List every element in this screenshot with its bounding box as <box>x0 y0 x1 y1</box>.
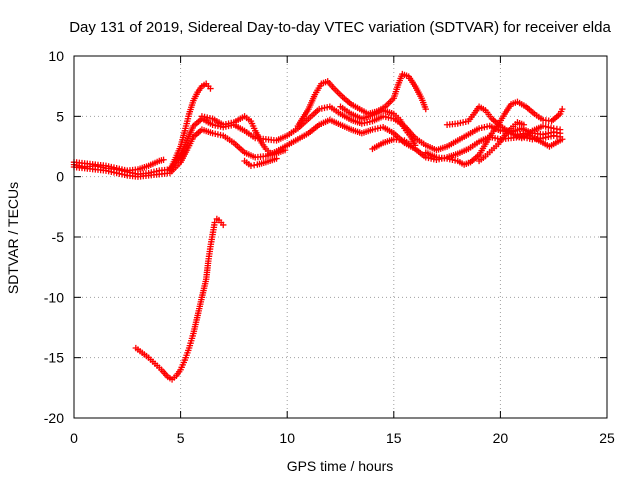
series-arc-low-8h <box>241 155 280 170</box>
series-arc-drop <box>132 215 227 383</box>
series-arc-17h <box>422 98 566 168</box>
data-point <box>559 136 566 143</box>
data-point <box>207 85 214 92</box>
plot-frame <box>73 55 608 419</box>
data-point <box>407 142 415 149</box>
data-point <box>220 221 227 229</box>
x-tick-label: 25 <box>599 430 615 446</box>
data-point <box>556 126 564 133</box>
y-tick-label: -15 <box>44 350 64 366</box>
y-tick-label: -20 <box>44 410 64 426</box>
data-point <box>422 105 429 113</box>
y-tick-label: -5 <box>52 229 65 245</box>
y-axis-label: SDTVAR / TECUs <box>5 182 21 294</box>
series-arc-19h-low <box>475 119 528 165</box>
data-point <box>211 219 218 226</box>
y-tick-label: 0 <box>56 169 64 185</box>
series-arc-21h <box>514 130 566 150</box>
data-point <box>273 155 280 162</box>
y-tick-label: -10 <box>44 289 64 305</box>
x-tick-label: 5 <box>177 430 185 446</box>
series-arc-11h <box>294 70 429 130</box>
x-tick-label: 0 <box>70 430 78 446</box>
series-arc-peaks <box>70 156 167 174</box>
tick-labels: 0 5 10 15 20 25 -20 -15 -10 -5 0 5 10 <box>44 48 615 446</box>
x-tick-label: 15 <box>386 430 402 446</box>
data-markers <box>70 70 566 383</box>
y-tick-label: 5 <box>56 108 64 124</box>
series-arc-rise-6h <box>166 80 214 174</box>
x-tick-label: 20 <box>493 430 509 446</box>
y-tick-label: 10 <box>48 48 64 64</box>
data-point <box>160 156 167 163</box>
chart-title: Day 131 of 2019, Sidereal Day-to-day VTE… <box>69 19 611 36</box>
x-axis-label: GPS time / hours <box>287 458 394 474</box>
series-arc-14h-low <box>369 136 415 153</box>
data-point <box>281 146 289 154</box>
data-point <box>520 121 528 128</box>
x-tick-label: 10 <box>279 430 295 446</box>
data-point <box>559 105 566 113</box>
